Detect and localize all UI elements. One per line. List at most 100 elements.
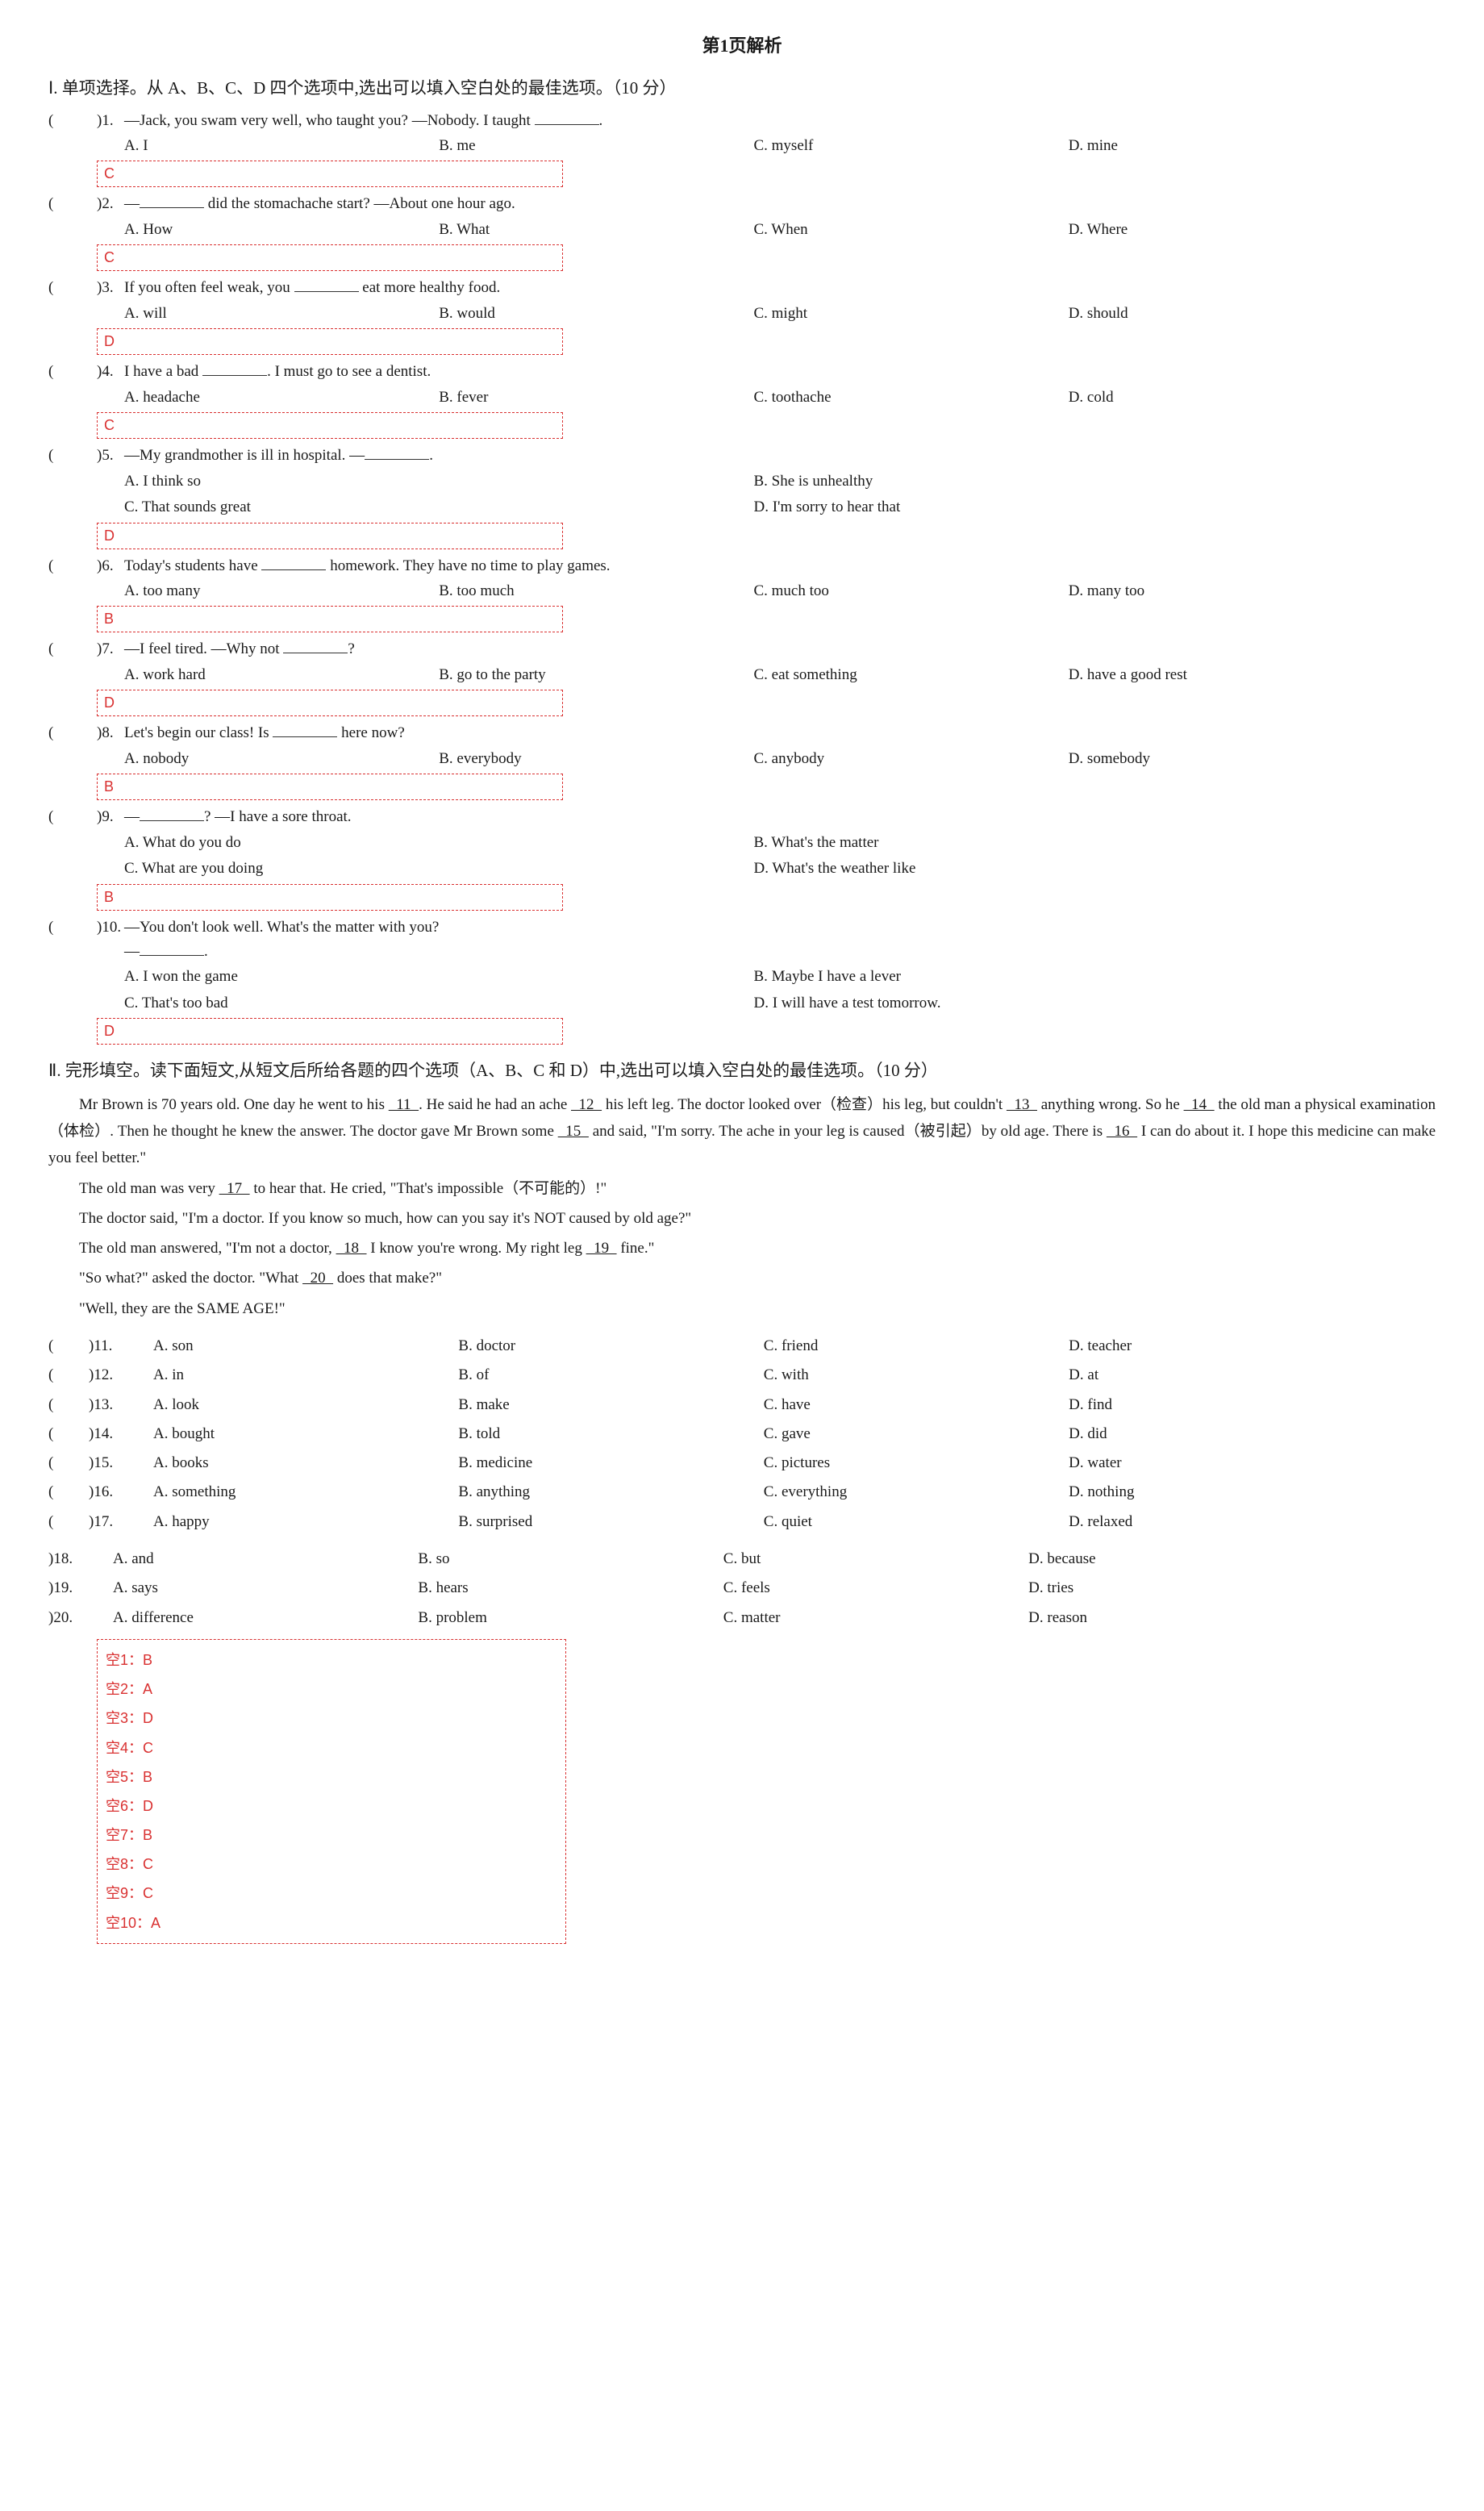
- cloze-number: )16.: [89, 1479, 153, 1505]
- cloze-answer-line: 空3：D: [106, 1704, 557, 1732]
- bracket: (: [48, 916, 97, 940]
- bracket: (: [48, 192, 97, 216]
- passage-paragraph: Mr Brown is 70 years old. One day he wen…: [48, 1091, 1436, 1172]
- option-b: B. Maybe I have a lever: [753, 964, 1382, 991]
- question-3: ()3.If you often feel weak, you eat more…: [48, 276, 1436, 355]
- option-d: D. should: [1069, 301, 1383, 327]
- option-a: A. something: [153, 1478, 458, 1507]
- cloze-number: )18.: [48, 1546, 113, 1572]
- cloze-answer-line: 空10：A: [106, 1909, 557, 1937]
- cloze-row: ()14.A. boughtB. toldC. gaveD. did: [48, 1420, 1436, 1449]
- option-a: A. How: [124, 217, 439, 244]
- question-text: —My grandmother is ill in hospital. —.: [124, 444, 1436, 468]
- cloze-row: ()15.A. booksB. medicineC. picturesD. wa…: [48, 1449, 1436, 1478]
- option-c: C. toothache: [753, 385, 1068, 411]
- passage-paragraph: "Well, they are the SAME AGE!": [48, 1295, 1436, 1322]
- option-a: A. I think so: [124, 469, 753, 495]
- passage-paragraph: The old man answered, "I'm not a doctor,…: [48, 1235, 1436, 1262]
- cloze-answer-line: 空4：C: [106, 1734, 557, 1762]
- question-number: )9.: [97, 805, 124, 829]
- option-d: D. Where: [1069, 217, 1383, 244]
- option-b: B. me: [439, 133, 753, 160]
- option-a: A. books: [153, 1449, 458, 1478]
- option-d: D. nothing: [1069, 1478, 1374, 1507]
- cloze-number: )14.: [89, 1421, 153, 1447]
- cloze-answer-line: 空5：B: [106, 1763, 557, 1791]
- passage-paragraph: "So what?" asked the doctor. "What 20 do…: [48, 1265, 1436, 1291]
- bracket: (: [48, 721, 97, 745]
- answer-box: D: [97, 1018, 563, 1045]
- question-10: ()10.—You don't look well. What's the ma…: [48, 916, 1436, 1045]
- answer-box: B: [97, 774, 563, 800]
- option-c: C. When: [753, 217, 1068, 244]
- cloze-answer-line: 空9：C: [106, 1879, 557, 1907]
- option-a: A. and: [113, 1545, 418, 1574]
- cloze-number: )11.: [89, 1333, 153, 1359]
- option-b: B. anything: [458, 1478, 763, 1507]
- cloze-answer-line: 空7：B: [106, 1821, 557, 1849]
- question-5: ()5.—My grandmother is ill in hospital. …: [48, 444, 1436, 548]
- option-a: A. bought: [153, 1420, 458, 1449]
- option-b: B. What: [439, 217, 753, 244]
- bracket: (: [48, 1450, 89, 1476]
- question-9: ()9.—? —I have a sore throat.A. What do …: [48, 805, 1436, 910]
- option-a: A. I won the game: [124, 964, 753, 991]
- option-a: A. look: [153, 1391, 458, 1420]
- option-c: C. might: [753, 301, 1068, 327]
- bracket: (: [48, 637, 97, 661]
- bracket: (: [48, 1479, 89, 1505]
- option-c: C. pictures: [764, 1449, 1069, 1478]
- question-4: ()4.I have a bad . I must go to see a de…: [48, 360, 1436, 439]
- cloze-row: )20.A. differenceB. problemC. matterD. r…: [48, 1604, 1436, 1633]
- bracket: (: [48, 444, 97, 468]
- bracket: (: [48, 1333, 89, 1359]
- question-number: )3.: [97, 276, 124, 300]
- option-d: D. teacher: [1069, 1332, 1374, 1361]
- option-b: B. so: [418, 1545, 723, 1574]
- question-text: —You don't look well. What's the matter …: [124, 916, 1436, 965]
- option-c: C. friend: [764, 1332, 1069, 1361]
- option-b: B. fever: [439, 385, 753, 411]
- answer-box: B: [97, 884, 563, 911]
- option-d: D. somebody: [1069, 746, 1383, 773]
- bracket: (: [48, 805, 97, 829]
- option-a: A. in: [153, 1361, 458, 1390]
- option-b: B. doctor: [458, 1332, 763, 1361]
- option-b: B. What's the matter: [753, 830, 1382, 857]
- option-a: A. I: [124, 133, 439, 160]
- cloze-row: ()16.A. somethingB. anythingC. everythin…: [48, 1478, 1436, 1507]
- option-c: C. That's too bad: [124, 991, 753, 1017]
- cloze-row: ()13.A. lookB. makeC. haveD. find: [48, 1391, 1436, 1420]
- option-b: B. told: [458, 1420, 763, 1449]
- option-c: C. myself: [753, 133, 1068, 160]
- cloze-number: )17.: [89, 1509, 153, 1535]
- question-text: — did the stomachache start? —About one …: [124, 192, 1436, 216]
- option-c: C. matter: [723, 1604, 1028, 1633]
- option-a: A. son: [153, 1332, 458, 1361]
- question-number: )4.: [97, 360, 124, 384]
- option-b: B. make: [458, 1391, 763, 1420]
- option-a: A. will: [124, 301, 439, 327]
- option-a: A. difference: [113, 1604, 418, 1633]
- option-a: A. What do you do: [124, 830, 753, 857]
- option-d: D. What's the weather like: [753, 856, 1382, 882]
- cloze-number: )20.: [48, 1605, 113, 1631]
- option-c: C. feels: [723, 1574, 1028, 1603]
- question-8: ()8.Let's begin our class! Is here now?A…: [48, 721, 1436, 800]
- question-text: I have a bad . I must go to see a dentis…: [124, 360, 1436, 384]
- cloze-answer-line: 空2：A: [106, 1675, 557, 1703]
- question-number: )5.: [97, 444, 124, 468]
- bracket: (: [48, 276, 97, 300]
- cloze-answer-box: 空1：B空2：A空3：D空4：C空5：B空6：D空7：B空8：C空9：C空10：…: [97, 1639, 566, 1944]
- option-c: C. everything: [764, 1478, 1069, 1507]
- bracket: (: [48, 1509, 89, 1535]
- option-b: B. hears: [418, 1574, 723, 1603]
- option-d: D. mine: [1069, 133, 1383, 160]
- question-text: —I feel tired. —Why not ?: [124, 637, 1436, 661]
- option-c: C. have: [764, 1391, 1069, 1420]
- answer-box: C: [97, 161, 563, 187]
- question-text: If you often feel weak, you eat more hea…: [124, 276, 1436, 300]
- option-d: D. many too: [1069, 578, 1383, 605]
- question-text: Today's students have homework. They hav…: [124, 554, 1436, 578]
- cloze-number: )15.: [89, 1450, 153, 1476]
